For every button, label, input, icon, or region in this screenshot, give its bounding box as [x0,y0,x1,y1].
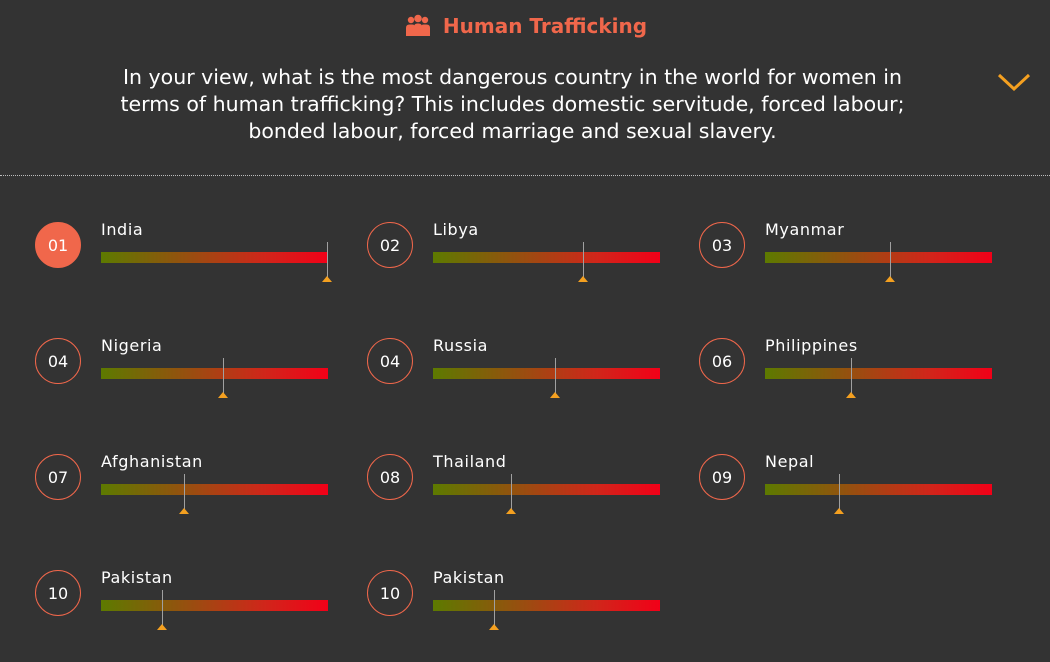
rank-badge[interactable]: 04 [367,338,413,384]
score-marker-triangle-icon [218,392,228,398]
score-marker-triangle-icon [885,276,895,282]
score-marker-line [851,358,852,393]
score-marker-line [890,242,891,277]
country-name: Russia [433,336,489,355]
rank-badge[interactable]: 04 [35,338,81,384]
category-title: Human Trafficking [442,14,648,38]
ranking-item[interactable]: 04 Nigeria [35,336,335,408]
country-name: Nigeria [101,336,163,355]
rank-badge[interactable]: 03 [699,222,745,268]
country-name: Afghanistan [101,452,203,471]
ranking-item[interactable]: 07 Afghanistan [35,452,335,524]
score-marker-line [327,242,328,277]
score-marker-triangle-icon [322,276,332,282]
danger-scale-bar [101,600,328,611]
ranking-item[interactable]: 08 Thailand [367,452,667,524]
country-name: Thailand [433,452,507,471]
country-name: Myanmar [765,220,845,239]
question-header: Human Trafficking In your view, what is … [0,0,1050,176]
score-marker-triangle-icon [489,624,499,630]
country-name: Pakistan [101,568,173,587]
score-marker-triangle-icon [157,624,167,630]
score-marker-line [162,590,163,625]
rank-badge[interactable]: 06 [699,338,745,384]
danger-scale-bar [765,252,992,263]
score-marker-triangle-icon [578,276,588,282]
score-marker-line [223,358,224,393]
score-marker-triangle-icon [550,392,560,398]
header-divider [0,175,1050,176]
score-marker-line [555,358,556,393]
country-name: Nepal [765,452,815,471]
country-name: India [101,220,144,239]
danger-scale-bar [765,368,992,379]
rank-badge[interactable]: 10 [35,570,81,616]
ranking-item[interactable]: 10 Pakistan [35,568,335,640]
ranking-item[interactable]: 03 Myanmar [699,220,999,292]
danger-scale-bar [101,252,328,263]
score-marker-triangle-icon [834,508,844,514]
score-marker-line [494,590,495,625]
danger-scale-bar [433,600,660,611]
title-row: Human Trafficking [0,14,1050,38]
score-marker-line [184,474,185,509]
score-marker-line [839,474,840,509]
danger-scale-bar [101,368,328,379]
rank-badge[interactable]: 01 [35,222,81,268]
country-name: Libya [433,220,479,239]
people-group-icon [405,14,430,36]
ranking-item[interactable]: 01 India [35,220,335,292]
danger-scale-bar [765,484,992,495]
ranking-item[interactable]: 04 Russia [367,336,667,408]
rank-badge[interactable]: 09 [699,454,745,500]
score-marker-triangle-icon [506,508,516,514]
question-text: In your view, what is the most dangerous… [120,65,905,143]
danger-scale-bar [433,484,660,495]
score-marker-line [583,242,584,277]
score-marker-triangle-icon [179,508,189,514]
danger-scale-bar [433,252,660,263]
danger-scale-bar [433,368,660,379]
score-marker-line [511,474,512,509]
ranking-item[interactable]: 06 Philippines [699,336,999,408]
ranking-item[interactable]: 02 Libya [367,220,667,292]
country-name: Pakistan [433,568,505,587]
ranking-item[interactable]: 09 Nepal [699,452,999,524]
rank-badge[interactable]: 08 [367,454,413,500]
country-name: Philippines [765,336,858,355]
chevron-down-icon[interactable] [996,70,1032,94]
rank-badge[interactable]: 07 [35,454,81,500]
rank-badge[interactable]: 02 [367,222,413,268]
rank-badge[interactable]: 10 [367,570,413,616]
danger-scale-bar [101,484,328,495]
ranking-item[interactable]: 10 Pakistan [367,568,667,640]
score-marker-triangle-icon [846,392,856,398]
